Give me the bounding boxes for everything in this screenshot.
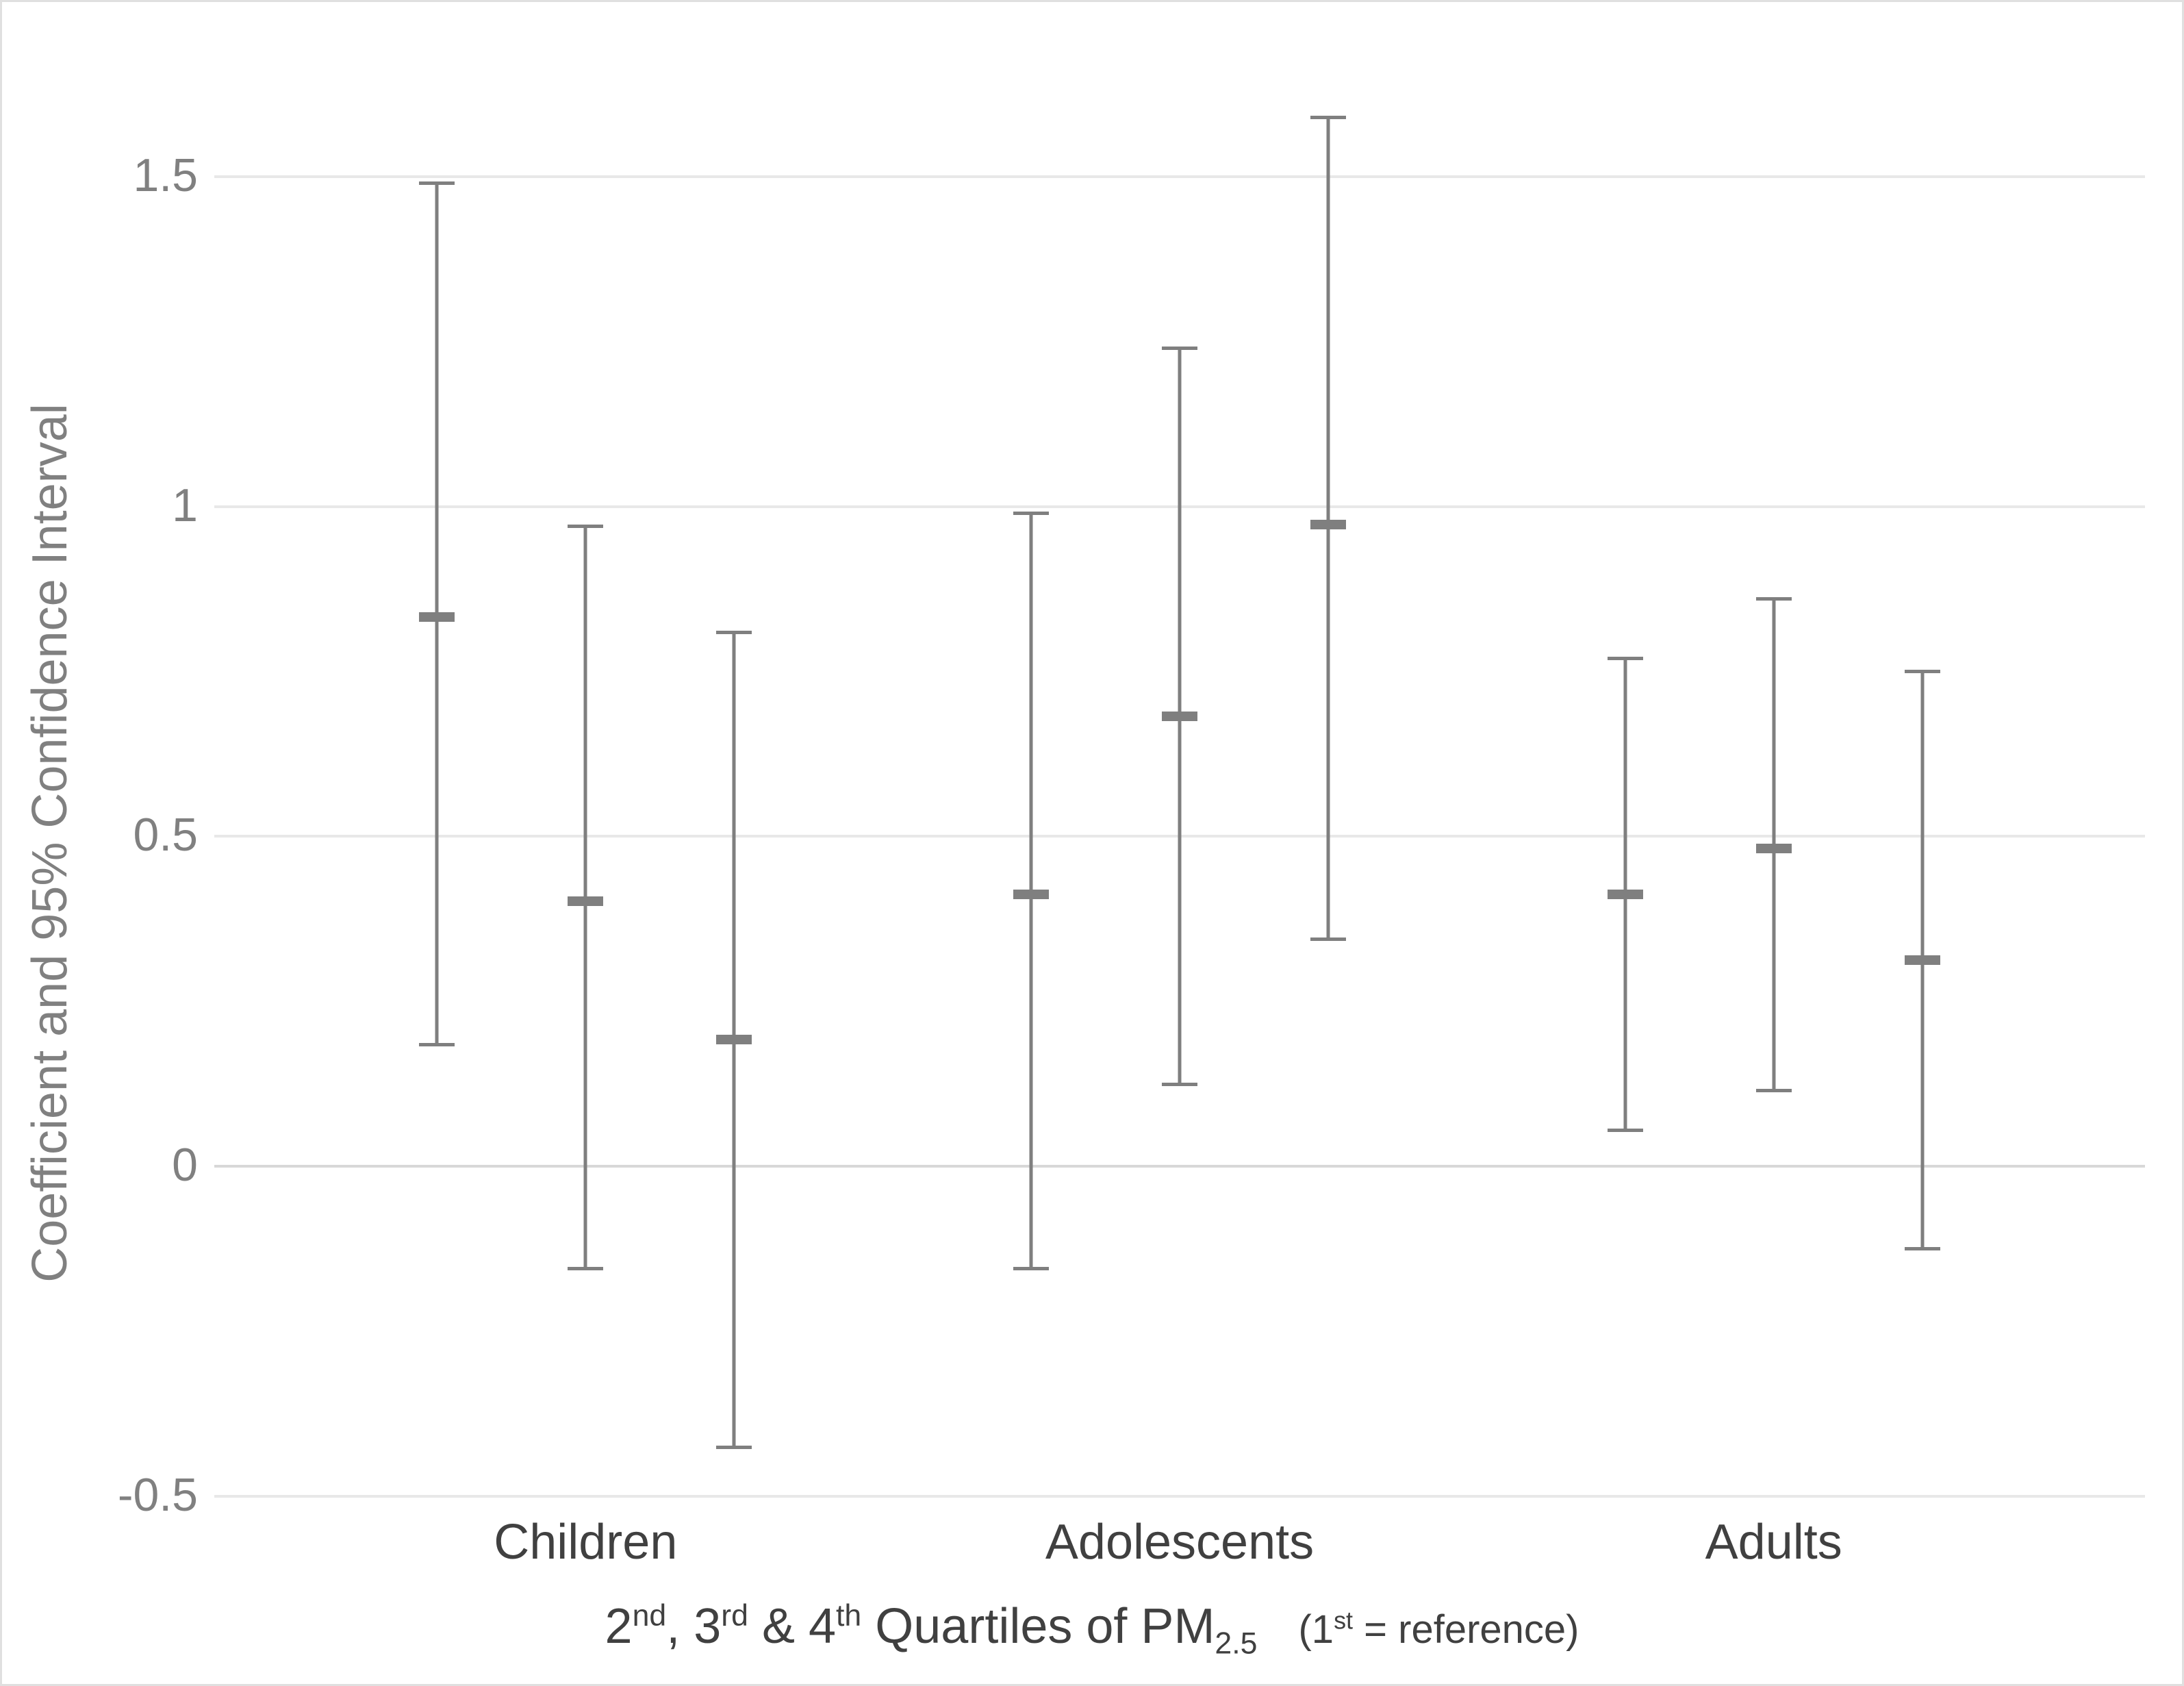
y-axis-title: Coefficient and 95% Confidence Interval <box>22 403 78 1282</box>
x-axis-title: 2nd, 3rd & 4th Quartiles of PM2.5 (1st =… <box>2 1598 2182 1661</box>
x-group-label: Adolescents <box>1045 1514 1314 1570</box>
plot-area: -0.500.511.5ChildrenAdolescentsAdults <box>214 43 2145 1495</box>
error-bar-point <box>716 1035 752 1044</box>
error-bar-point <box>1905 955 1940 965</box>
error-bar-cap-bottom <box>1905 1247 1940 1250</box>
error-bar-cap-top <box>1162 347 1197 350</box>
y-tick-label: 0.5 <box>133 808 198 861</box>
error-bar-cap-bottom <box>1013 1267 1049 1270</box>
x-group-label: Children <box>494 1514 677 1570</box>
error-bar-point <box>1608 890 1643 899</box>
error-bar-cap-bottom <box>419 1043 455 1046</box>
error-bar-point <box>419 612 455 622</box>
error-bar-cap-top <box>1905 670 1940 673</box>
y-tick-label: 0 <box>172 1138 198 1192</box>
error-bar-cap-top <box>568 525 603 528</box>
error-bar-cap-top <box>1756 597 1792 601</box>
error-bar-cap-top <box>1608 657 1643 660</box>
error-bar-cap-bottom <box>716 1446 752 1449</box>
error-bar-cap-top <box>1013 512 1049 515</box>
gridline <box>214 1495 2145 1498</box>
error-bar-point <box>1310 520 1346 529</box>
error-bar-point <box>568 896 603 906</box>
error-bar-point <box>1162 712 1197 721</box>
error-bar-cap-bottom <box>568 1267 603 1270</box>
error-bar-cap-bottom <box>1162 1083 1197 1086</box>
y-tick-label: 1.5 <box>133 149 198 202</box>
error-bar-point <box>1756 844 1792 853</box>
gridline <box>214 175 2145 178</box>
y-tick-label: -0.5 <box>118 1468 198 1522</box>
error-bar-point <box>1013 890 1049 899</box>
error-bar-cap-top <box>716 631 752 634</box>
error-bar-cap-bottom <box>1608 1129 1643 1132</box>
chart-frame: Coefficient and 95% Confidence Interval … <box>0 0 2184 1686</box>
gridline <box>214 1165 2145 1168</box>
y-tick-label: 1 <box>172 479 198 532</box>
error-bar-cap-bottom <box>1310 938 1346 941</box>
error-bar-cap-bottom <box>1756 1089 1792 1092</box>
error-bar-cap-top <box>419 181 455 185</box>
x-group-label: Adults <box>1705 1514 1842 1570</box>
error-bar-cap-top <box>1310 116 1346 119</box>
